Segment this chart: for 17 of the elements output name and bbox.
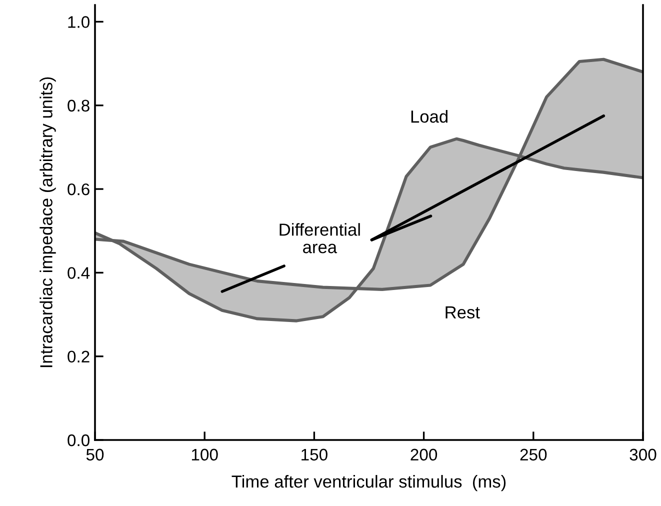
y-axis-title: Intracardiac impedace (arbitrary units) <box>40 77 56 368</box>
y-tick-label: 0.0 <box>68 434 90 446</box>
x-tick-label: 50 <box>86 448 104 461</box>
series-label: Rest <box>446 306 480 319</box>
x-tick-label: 250 <box>520 448 547 461</box>
annotation: Differential area <box>280 223 360 254</box>
series-label: Load <box>411 110 448 123</box>
x-tick-label: 150 <box>302 448 328 461</box>
y-tick-label: 0.6 <box>68 183 90 196</box>
x-tick-label: 200 <box>410 448 438 461</box>
y-tick-label: 1.0 <box>68 16 90 28</box>
y-tick-label: 0.8 <box>68 100 90 112</box>
x-tick-label: 300 <box>630 448 656 461</box>
y-tick-label: 0.2 <box>68 350 90 363</box>
x-axis-title: Time after ventricular stimulus (ms) <box>232 474 506 492</box>
x-tick-label: 100 <box>192 448 218 461</box>
y-tick-label: 0.4 <box>68 267 90 279</box>
